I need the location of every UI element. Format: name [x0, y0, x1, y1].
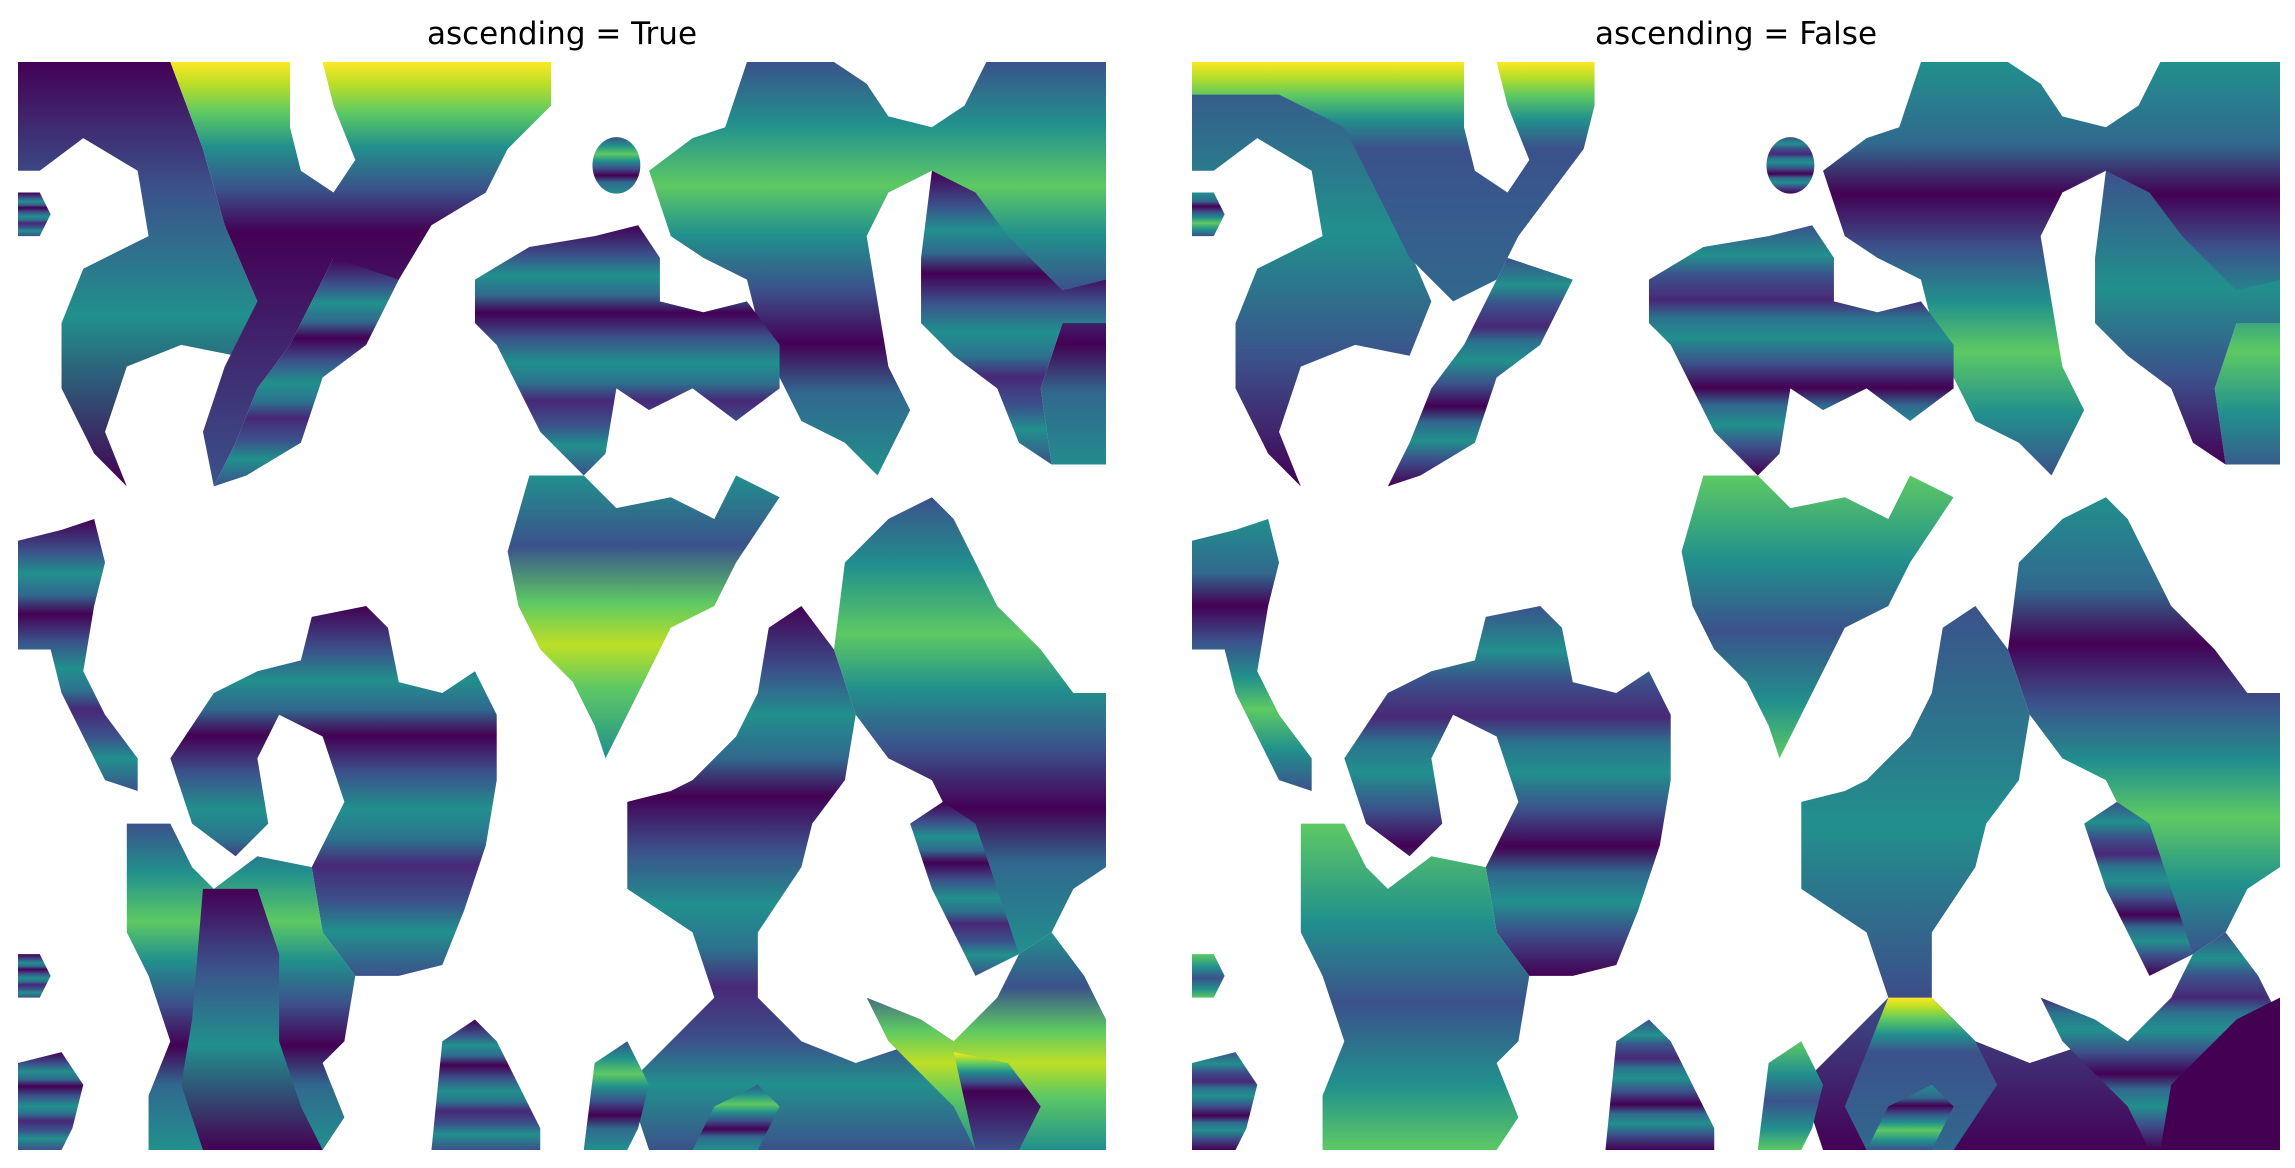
- labeled-blobs-image-ascending-true: [18, 62, 1106, 1150]
- panel-title-right: ascending = False: [1594, 16, 1878, 52]
- panel-title-left: ascending = True: [426, 16, 698, 52]
- labeled-blobs-image-ascending-false: [1192, 62, 2280, 1150]
- image-panel-right: [1192, 62, 2280, 1150]
- image-panel-left: [18, 62, 1106, 1150]
- blob-regions: [18, 62, 1106, 1150]
- blob-regions: [1192, 62, 2280, 1150]
